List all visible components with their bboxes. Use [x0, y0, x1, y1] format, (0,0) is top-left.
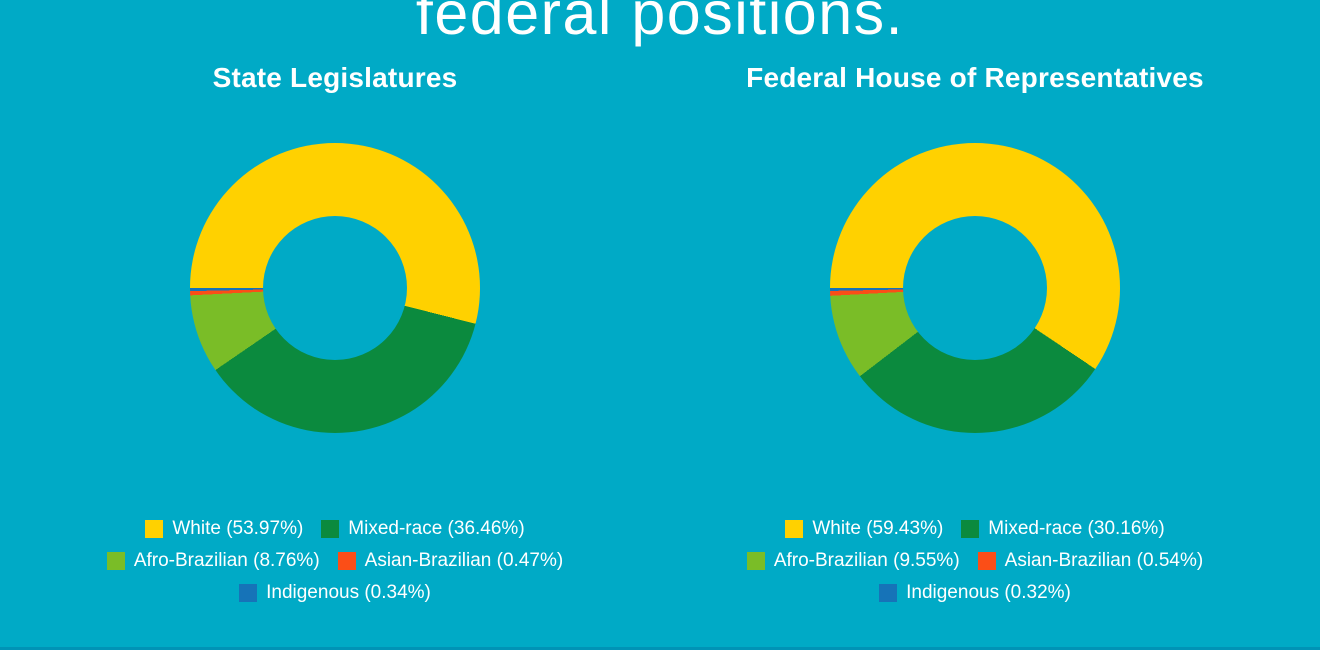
legend-label: White (59.43%)	[812, 518, 944, 539]
legend-state-legislatures: White (53.97%) Mixed-race (36.46%) Afro-Br…	[5, 517, 665, 604]
donut-hole	[263, 216, 407, 360]
legend-label: Afro-Brazilian (9.55%)	[773, 550, 960, 571]
legend-label: Asian-Brazilian (0.54%)	[1004, 550, 1204, 571]
legend-item-asian-brazilian: Asian-Brazilian (0.47%)	[337, 549, 564, 572]
chart-state-legislatures: State Legislatures White (53.97%) Mixed-r…	[5, 0, 665, 650]
legend-swatch	[879, 583, 898, 602]
legend-row: White (59.43%) Mixed-race (30.16%)	[785, 517, 1165, 540]
legend-label: Asian-Brazilian (0.47%)	[364, 550, 564, 571]
legend-label: Indigenous (0.34%)	[266, 582, 431, 603]
donut-chart-state-legislatures	[190, 143, 480, 433]
legend-item-afro-brazilian: Afro-Brazilian (9.55%)	[746, 549, 960, 572]
legend-label: Mixed-race (30.16%)	[988, 518, 1165, 539]
legend-item-asian-brazilian: Asian-Brazilian (0.54%)	[977, 549, 1204, 572]
chart-title-federal-house: Federal House of Representatives	[746, 62, 1204, 93]
legend-federal-house: White (59.43%) Mixed-race (30.16%) Afro-Br…	[645, 517, 1305, 604]
legend-swatch	[785, 519, 804, 538]
legend-swatch	[106, 551, 125, 570]
legend-item-indigenous: Indigenous (0.32%)	[879, 581, 1071, 604]
legend-label: Indigenous (0.32%)	[906, 582, 1071, 603]
chart-federal-house: Federal House of Representatives White (…	[645, 0, 1305, 650]
legend-swatch	[321, 519, 340, 538]
chart-title-state-legislatures: State Legislatures	[212, 62, 458, 93]
legend-row: Afro-Brazilian (9.55%) Asian-Brazilian (0…	[746, 549, 1204, 572]
legend-swatch	[746, 551, 765, 570]
legend-row: White (53.97%) Mixed-race (36.46%)	[145, 517, 525, 540]
bottom-edge-strip	[0, 647, 1320, 650]
donut-hole	[903, 216, 1047, 360]
legend-row: Afro-Brazilian (8.76%) Asian-Brazilian (0…	[106, 549, 564, 572]
legend-swatch	[239, 583, 258, 602]
legend-swatch	[145, 519, 164, 538]
legend-label: White (53.97%)	[172, 518, 304, 539]
legend-swatch	[977, 551, 996, 570]
legend-item-mixed-race: Mixed-race (36.46%)	[321, 517, 525, 540]
legend-item-white: White (53.97%)	[145, 517, 303, 540]
legend-row: Indigenous (0.34%)	[239, 581, 431, 604]
legend-swatch	[337, 551, 356, 570]
legend-item-mixed-race: Mixed-race (30.16%)	[961, 517, 1165, 540]
legend-item-afro-brazilian: Afro-Brazilian (8.76%)	[106, 549, 320, 572]
page-title: federal positions.	[415, 0, 905, 47]
legend-label: Afro-Brazilian (8.76%)	[133, 550, 320, 571]
legend-row: Indigenous (0.32%)	[879, 581, 1071, 604]
legend-item-indigenous: Indigenous (0.34%)	[239, 581, 431, 604]
legend-item-white: White (59.43%)	[785, 517, 943, 540]
legend-label: Mixed-race (36.46%)	[348, 518, 525, 539]
legend-swatch	[961, 519, 980, 538]
donut-chart-federal-house	[830, 143, 1120, 433]
